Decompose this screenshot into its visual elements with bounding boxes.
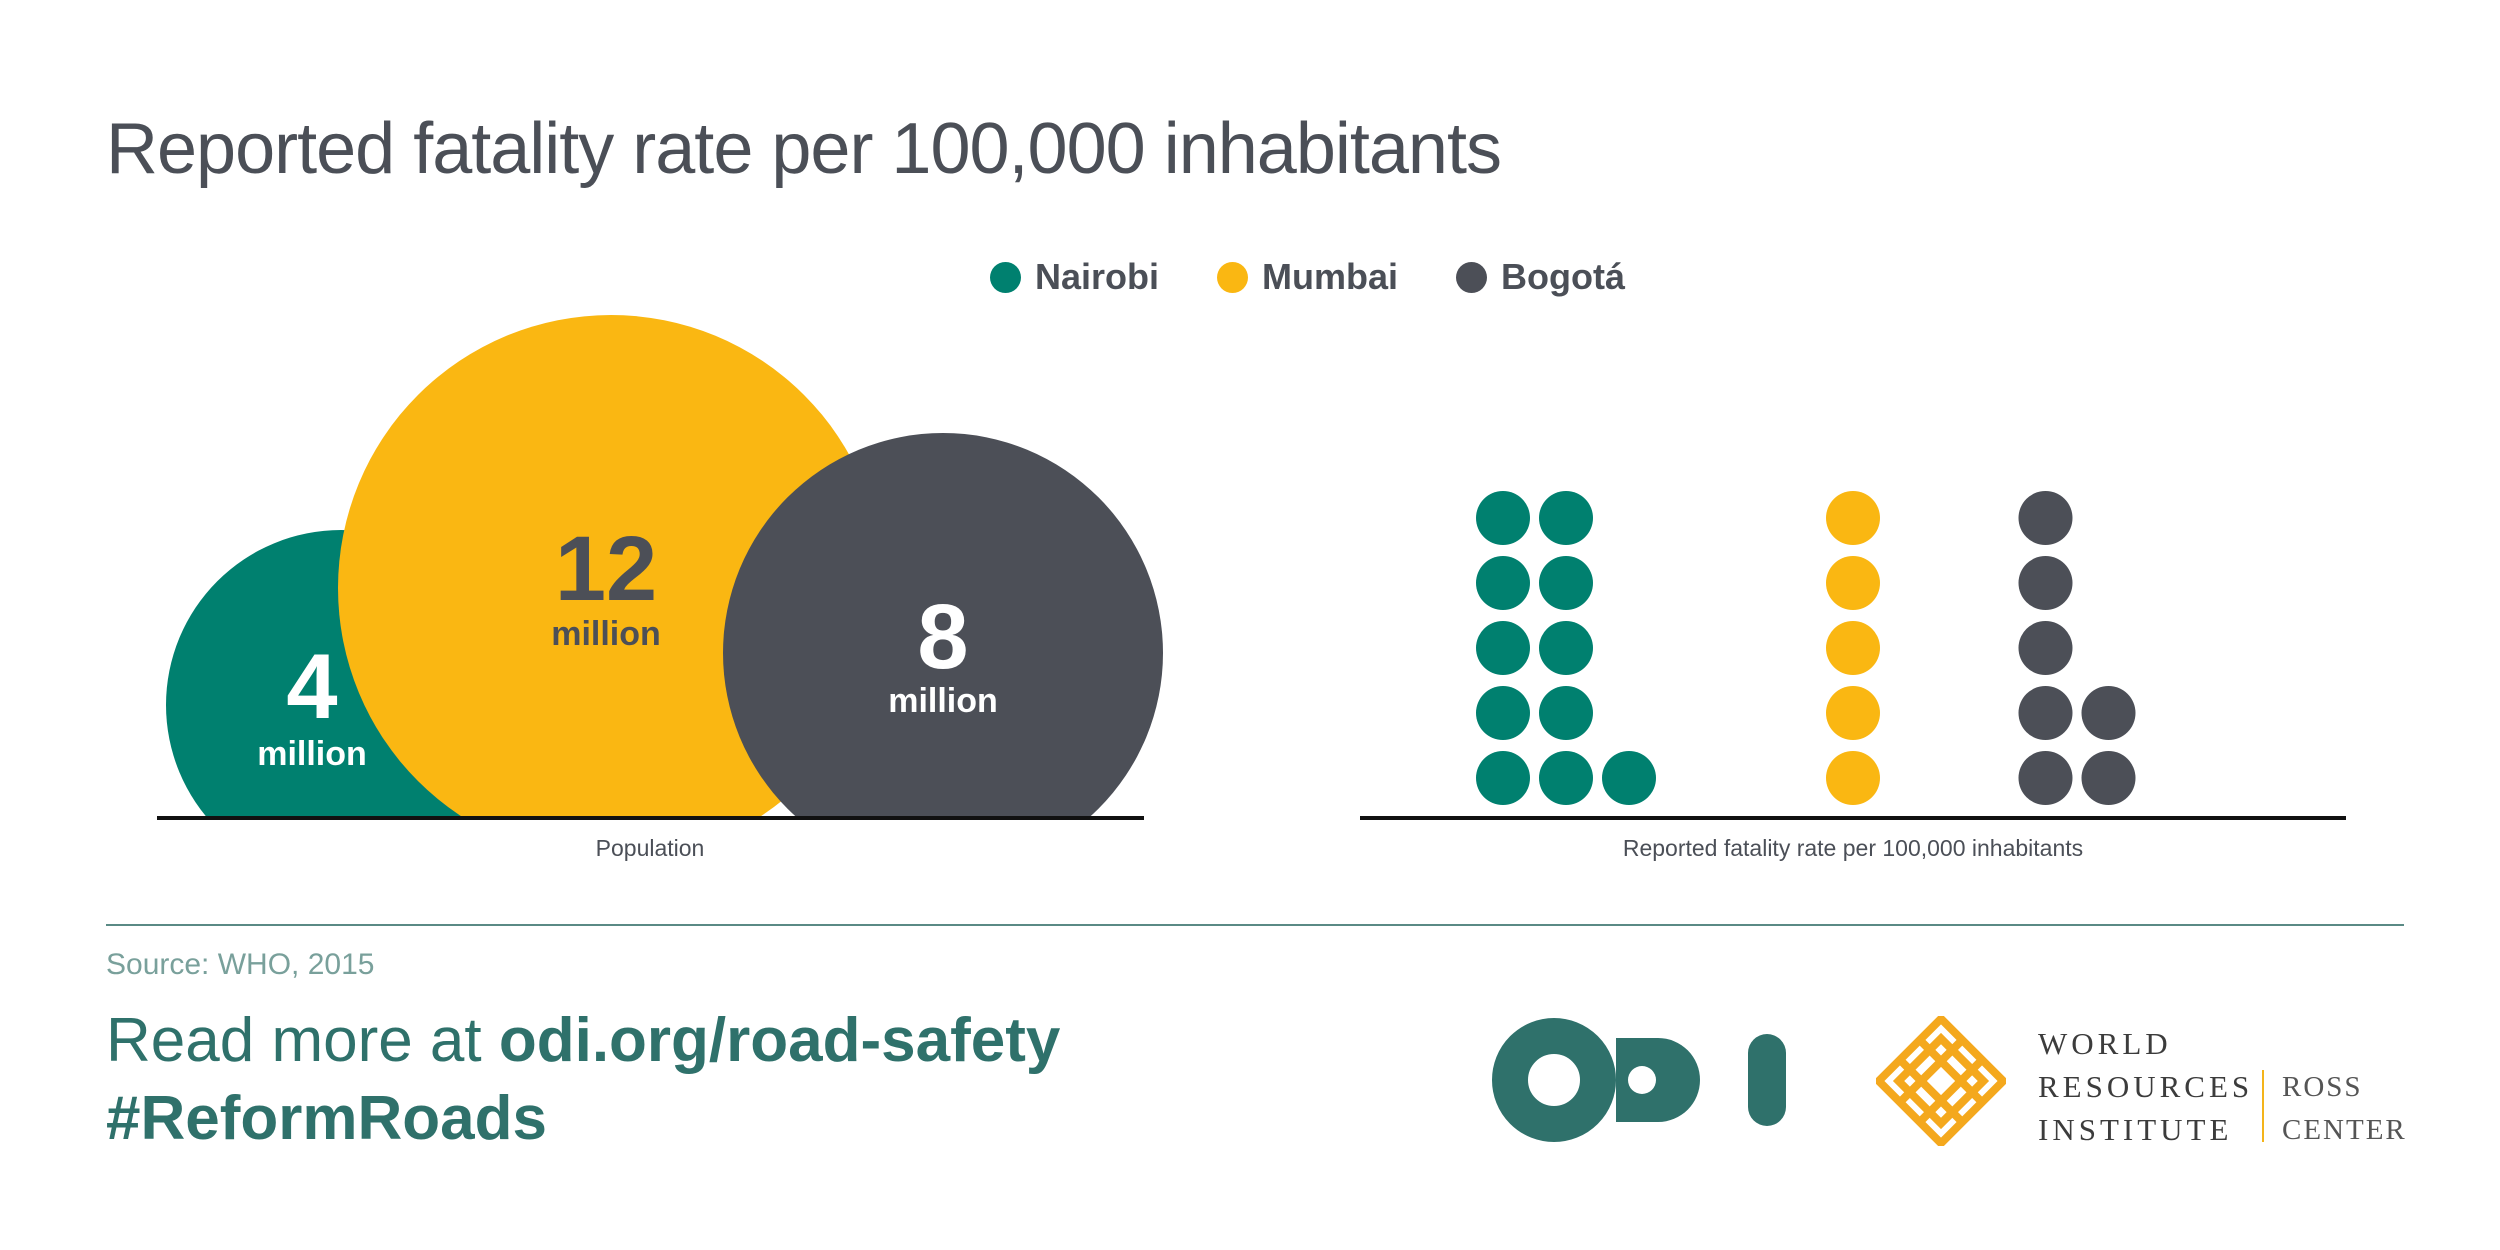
charts-canvas: 4 million 12 million 8 million Populatio… [157, 315, 2346, 861]
legend-swatch-bogota [1456, 261, 1488, 293]
dot-nairobi-3 [1476, 621, 1530, 675]
legend-item-bogota: Bogotá [1456, 256, 1625, 298]
fatality-dots [1476, 491, 2136, 805]
dot-nairobi-6 [1539, 751, 1593, 805]
dot-bogota-5 [2018, 491, 2073, 545]
legend-label-bogota: Bogotá [1501, 256, 1626, 297]
source-note: Source: WHO, 2015 [106, 948, 375, 981]
population-bubble-chart: 4 million 12 million 8 million Populatio… [157, 315, 1163, 861]
hashtag: #ReformRoads [106, 1084, 547, 1153]
dot-mumbai-1 [1826, 751, 1880, 805]
dot-bogota-7 [2081, 686, 2136, 740]
dot-mumbai-5 [1826, 491, 1880, 545]
legend-swatch-nairobi [990, 261, 1021, 293]
wri-word-3: INSTITUTE [2038, 1112, 2233, 1147]
footer-divider [106, 924, 2404, 926]
dot-nairobi-9 [1539, 556, 1593, 610]
legend-item-mumbai: Mumbai [1217, 256, 1398, 298]
wri-logo-mark [1876, 1016, 2006, 1146]
legend-label-mumbai: Mumbai [1262, 256, 1399, 297]
read-more-link[interactable]: odi.org/road-safety [498, 1006, 1061, 1075]
population-axis-label: Population [596, 835, 705, 861]
bubble-unit-nairobi: million [257, 735, 367, 773]
dot-nairobi-8 [1539, 621, 1593, 675]
odi-logo: odi [1492, 1018, 1786, 1142]
bubble-value-bogota: 8 [917, 586, 968, 688]
bubble-bogota [723, 433, 1163, 818]
dot-nairobi-10 [1539, 491, 1593, 545]
legend: Nairobi Mumbai Bogotá [990, 252, 1625, 302]
ross-word-1: ROSS [2282, 1071, 2363, 1103]
ross-center-wordmark: ROSS CENTER [2282, 1066, 2407, 1152]
bubble-unit-bogota: million [888, 682, 998, 720]
wri-separator [2262, 1070, 2264, 1142]
read-more-line: Read more at odi.org/road-safety [106, 1005, 1060, 1076]
chart-title: Reported fatality rate per 100,000 inhab… [106, 109, 1502, 189]
dot-bogota-2 [2018, 686, 2073, 740]
dot-nairobi-4 [1476, 556, 1530, 610]
ross-word-2: CENTER [2282, 1114, 2407, 1146]
dot-bogota-3 [2018, 621, 2073, 675]
read-more-prefix: Read more at [106, 1006, 499, 1075]
dot-nairobi-7 [1539, 686, 1593, 740]
legend-label-nairobi: Nairobi [1035, 256, 1160, 297]
legend-swatch-mumbai [1217, 261, 1249, 293]
wri-word-1: WORLD [2038, 1026, 2172, 1061]
wri-wordmark: WORLD RESOURCES INSTITUTE [2038, 1022, 2253, 1151]
dot-bogota-6 [2081, 751, 2136, 805]
dot-bogota-1 [2018, 751, 2073, 805]
legend-item-nairobi: Nairobi [990, 256, 1159, 298]
dot-nairobi-11 [1602, 751, 1656, 805]
bubble-unit-mumbai: million [551, 615, 661, 653]
dot-mumbai-3 [1826, 621, 1880, 675]
fatality-dot-chart: Reported fatality rate per 100,000 inhab… [1360, 491, 2346, 861]
bubble-value-nairobi: 4 [286, 636, 337, 738]
dot-bogota-4 [2018, 556, 2073, 610]
dot-nairobi-1 [1476, 751, 1530, 805]
dot-nairobi-2 [1476, 686, 1530, 740]
dot-nairobi-5 [1476, 491, 1530, 545]
dot-mumbai-4 [1826, 556, 1880, 610]
bubble-value-mumbai: 12 [555, 518, 657, 620]
fatality-axis-label: Reported fatality rate per 100,000 inhab… [1623, 835, 2083, 861]
wri-word-2: RESOURCES [2038, 1069, 2254, 1104]
dot-mumbai-2 [1826, 686, 1880, 740]
